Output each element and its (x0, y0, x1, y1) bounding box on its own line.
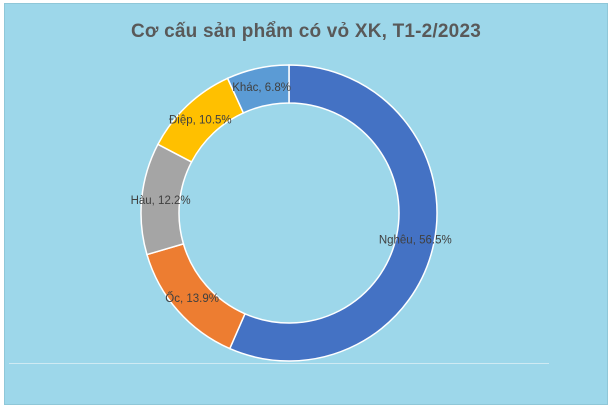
plot-area-divider (9, 363, 549, 364)
slice-label-0: Nghêu, 56.5% (379, 234, 452, 246)
chart-frame: Cơ cấu sản phẩm có vỏ XK, T1-2/2023 Nghê… (4, 3, 608, 405)
chart-title: Cơ cấu sản phẩm có vỏ XK, T1-2/2023 (131, 21, 481, 42)
slice-label-2: Hàu, 12.2% (131, 195, 191, 207)
slice-label-1: Ốc, 13.9% (165, 291, 219, 305)
slice-label-3: Điệp, 10.5% (169, 114, 232, 126)
doughnut-chart: Nghêu, 56.5% Ốc, 13.9% Hàu, 12.2% Điệp, 10.… (131, 64, 452, 362)
slice-label-4: Khác, 6.8% (232, 82, 291, 94)
slice-4 (226, 64, 290, 114)
slice-0 (228, 64, 438, 362)
